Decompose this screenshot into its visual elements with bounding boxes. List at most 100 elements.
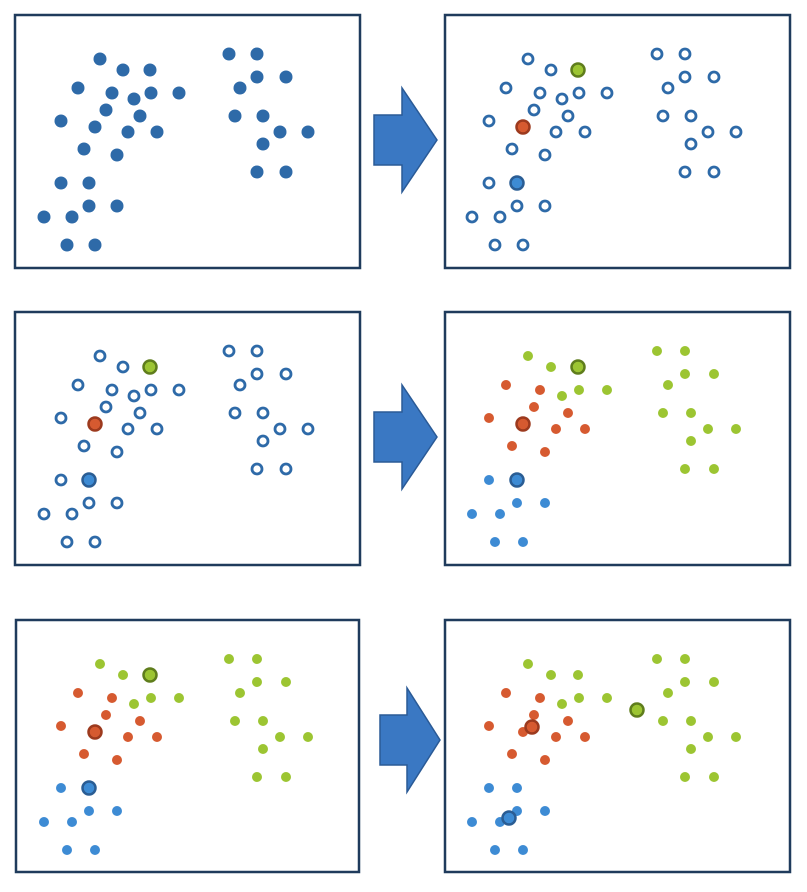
data-point [73, 688, 83, 698]
data-point [512, 783, 522, 793]
data-point [112, 755, 122, 765]
data-point [54, 473, 68, 487]
centroid [515, 119, 531, 135]
centroid [142, 667, 158, 683]
data-point [495, 509, 505, 519]
data-point [135, 716, 145, 726]
data-point [658, 408, 668, 418]
data-point [121, 422, 135, 436]
data-point [258, 716, 268, 726]
data-point [273, 422, 287, 436]
data-point [110, 199, 124, 213]
data-point [127, 389, 141, 403]
data-point [493, 210, 507, 224]
panel [13, 13, 362, 270]
data-point [150, 422, 164, 436]
data-point [37, 507, 51, 521]
data-point [110, 445, 124, 459]
data-point [729, 125, 743, 139]
data-point [661, 81, 675, 95]
data-point [273, 125, 287, 139]
centroid [509, 175, 525, 191]
data-point [144, 383, 158, 397]
data-point [549, 125, 563, 139]
data-point [250, 462, 264, 476]
data-point [65, 210, 79, 224]
panel [443, 13, 792, 270]
data-point [93, 52, 107, 66]
data-point [484, 475, 494, 485]
centroid [501, 810, 517, 826]
data-point [88, 120, 102, 134]
data-point [561, 109, 575, 123]
data-point [101, 710, 111, 720]
data-point [535, 693, 545, 703]
data-point [224, 654, 234, 664]
data-point [652, 346, 662, 356]
data-point [557, 699, 567, 709]
data-point [82, 176, 96, 190]
data-point [523, 659, 533, 669]
data-point [93, 349, 107, 363]
arrow [379, 685, 441, 795]
data-point [256, 109, 270, 123]
centroid [570, 62, 586, 78]
data-point [256, 434, 270, 448]
data-point [301, 422, 315, 436]
data-point [116, 63, 130, 77]
data-point [518, 845, 528, 855]
data-point [709, 772, 719, 782]
data-point [482, 114, 496, 128]
data-point [680, 654, 690, 664]
data-point [574, 385, 584, 395]
data-point [574, 693, 584, 703]
data-point [143, 63, 157, 77]
data-point [77, 142, 91, 156]
data-point [88, 535, 102, 549]
data-point [686, 744, 696, 754]
data-point [71, 81, 85, 95]
data-point [686, 408, 696, 418]
data-point [600, 86, 614, 100]
data-point [233, 378, 247, 392]
data-point [60, 238, 74, 252]
data-point [538, 148, 552, 162]
data-point [279, 165, 293, 179]
data-point [484, 413, 494, 423]
data-point [99, 103, 113, 117]
data-point [67, 817, 77, 827]
data-point [602, 693, 612, 703]
data-point [518, 537, 528, 547]
centroid [142, 359, 158, 375]
data-point [555, 92, 569, 106]
data-point [686, 436, 696, 446]
data-point [303, 732, 313, 742]
data-point [512, 498, 522, 508]
data-point [79, 749, 89, 759]
data-point [228, 109, 242, 123]
centroid [87, 724, 103, 740]
data-point [112, 806, 122, 816]
centroid [629, 702, 645, 718]
data-point [678, 165, 692, 179]
data-point [60, 535, 74, 549]
data-point [580, 732, 590, 742]
data-point [652, 654, 662, 664]
data-point [39, 817, 49, 827]
data-point [95, 659, 105, 669]
data-point [127, 92, 141, 106]
data-point [152, 732, 162, 742]
data-point [118, 670, 128, 680]
data-point [144, 86, 158, 100]
centroid [570, 359, 586, 375]
data-point [563, 408, 573, 418]
data-point [546, 670, 556, 680]
data-point [279, 462, 293, 476]
data-point [533, 86, 547, 100]
data-point [110, 496, 124, 510]
data-point [510, 199, 524, 213]
data-point [252, 772, 262, 782]
data-point [123, 732, 133, 742]
data-point [56, 783, 66, 793]
